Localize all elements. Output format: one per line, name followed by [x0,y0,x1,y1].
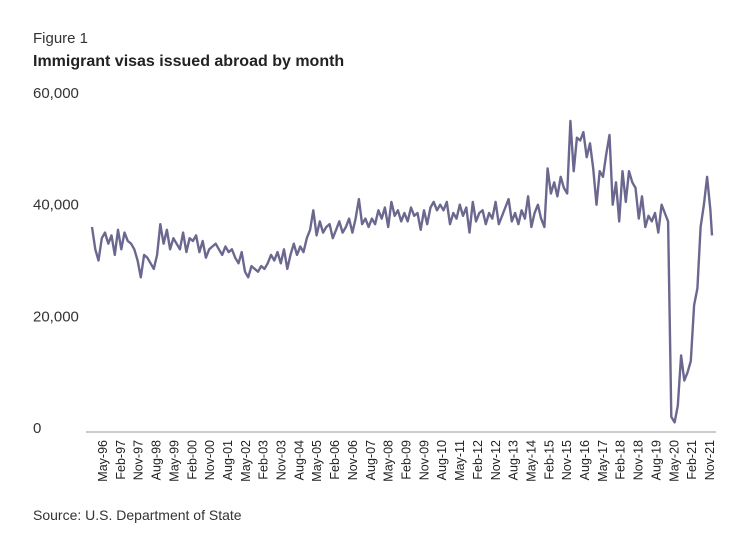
x-tick-label: Feb-06 [328,440,342,480]
y-tick-label: 0 [33,420,41,437]
x-tick-label: Nov-15 [560,440,574,480]
x-tick-label: Feb-03 [257,440,271,480]
y-tick-label: 40,000 [33,197,79,214]
x-tick-label: Feb-21 [685,440,699,480]
x-tick-label: May-08 [382,440,396,482]
x-tick-label: Aug-07 [364,440,378,480]
figure-label: Figure 1 [33,30,89,47]
x-tick-label: Feb-15 [542,440,556,480]
x-tick-label: Aug-10 [435,440,449,480]
x-tick-label: Feb-97 [114,440,128,480]
x-tick-label: Aug-04 [292,440,306,480]
x-tick-label: May-99 [167,440,181,482]
x-tick-label: Nov-06 [346,440,360,480]
x-tick-label: Nov-21 [703,440,717,480]
x-tick-label: May-11 [453,440,467,481]
x-tick-label: Feb-09 [400,440,414,480]
x-tick-label: Nov-00 [203,440,217,480]
x-tick-label: May-02 [239,440,253,482]
chart-title: Immigrant visas issued abroad by month [33,53,345,70]
source-note: Source: U.S. Department of State [33,507,242,523]
x-tick-label: Nov-12 [489,440,503,480]
y-axis-ticks: 0 20,000 40,000 60,000 [33,85,79,437]
x-axis-ticks: May-96 Feb-97 Nov-97 Aug-98 May-99 Feb-00 Nov-… [96,440,717,482]
x-tick-label: May-96 [96,440,110,482]
x-tick-label: Aug-01 [221,440,235,480]
x-tick-label: Nov-97 [132,440,146,480]
x-tick-label: May-20 [667,440,681,482]
x-tick-label: Feb-00 [185,440,199,480]
x-tick-label: Aug-19 [649,440,663,480]
x-tick-label: Feb-18 [614,440,628,480]
series-line [90,119,714,424]
y-tick-label: 60,000 [33,85,79,102]
x-tick-label: May-14 [524,440,538,482]
x-tick-label: May-17 [596,440,610,482]
x-tick-label: Aug-16 [578,440,592,480]
x-tick-label: May-05 [310,440,324,482]
x-tick-label: Nov-18 [632,440,646,480]
x-tick-label: Nov-03 [275,440,289,480]
x-tick-label: Nov-09 [417,440,431,480]
y-tick-label: 20,000 [33,308,79,325]
x-tick-label: Feb-12 [471,440,485,480]
x-tick-label: Aug-98 [150,440,164,480]
x-tick-label: Aug-13 [507,440,521,480]
